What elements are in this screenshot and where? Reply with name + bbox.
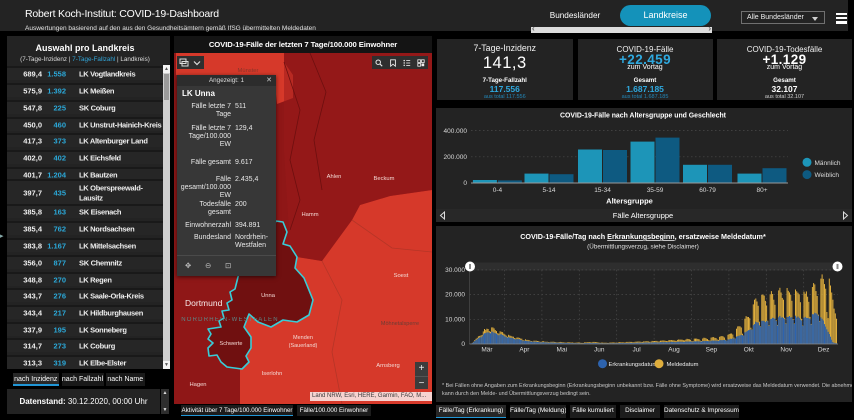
svg-text:Meldedatum: Meldedatum: [667, 362, 699, 368]
svg-text:Männlich: Männlich: [815, 160, 841, 167]
svg-text:400.000: 400.000: [444, 128, 468, 135]
svg-text:80+: 80+: [756, 187, 767, 194]
svg-text:Beckum: Beckum: [374, 176, 395, 182]
svg-text:(Übermittlungsverzug, siehe Di: (Übermittlungsverzug, siehe Disclaimer): [587, 243, 699, 251]
svg-text:Jul: Jul: [632, 347, 641, 354]
svg-text:Möhnetalsperre: Möhnetalsperre: [381, 321, 419, 327]
svg-text:Iserlohn: Iserlohn: [262, 371, 283, 377]
svg-text:Dez: Dez: [818, 347, 830, 354]
svg-text:Hamm: Hamm: [301, 212, 318, 218]
svg-text:Münster: Münster: [238, 68, 259, 74]
svg-text:COVID-19-Fälle nach Altersgrup: COVID-19-Fälle nach Altersgruppe und Ges…: [560, 113, 727, 120]
svg-text:0-4: 0-4: [493, 187, 503, 194]
svg-text:60-79: 60-79: [699, 187, 716, 194]
svg-text:Ahlen: Ahlen: [327, 174, 342, 180]
svg-text:20.000: 20.000: [445, 292, 465, 299]
svg-text:Aug: Aug: [668, 347, 680, 354]
svg-text:Fälle Altersgruppe: Fälle Altersgruppe: [613, 211, 673, 220]
svg-text:Apr: Apr: [519, 347, 530, 354]
svg-text:Soest: Soest: [394, 273, 409, 279]
svg-text:kann durch den Melde- und Über: kann durch den Melde- und Übermittlungsv…: [442, 390, 591, 397]
svg-text:Unna: Unna: [261, 293, 276, 299]
svg-text:Weiblich: Weiblich: [815, 172, 840, 179]
svg-text:10.000: 10.000: [445, 316, 465, 323]
svg-text:Jun: Jun: [594, 347, 605, 354]
svg-text:Okt: Okt: [744, 347, 754, 354]
svg-text:Altersgruppe: Altersgruppe: [606, 197, 653, 206]
svg-text:0: 0: [463, 180, 467, 187]
svg-text:Sep: Sep: [706, 347, 718, 354]
svg-text:COVID-19-Fälle/Tag nach Erkran: COVID-19-Fälle/Tag nach Erkrankungsbegin…: [520, 232, 766, 241]
svg-text:Mär: Mär: [481, 347, 493, 354]
svg-text:(Sauerland): (Sauerland): [289, 343, 318, 349]
svg-text:Nov: Nov: [780, 347, 792, 354]
svg-text:Menden: Menden: [293, 335, 313, 341]
svg-text:5-14: 5-14: [542, 187, 555, 194]
svg-text:Arnsberg: Arnsberg: [376, 363, 400, 369]
svg-text:0: 0: [461, 341, 465, 348]
svg-text:35-59: 35-59: [647, 187, 664, 194]
svg-text:15-34: 15-34: [594, 187, 611, 194]
svg-text:30.000: 30.000: [445, 267, 465, 274]
svg-text:NORDRHEIN-WESTFALEN: NORDRHEIN-WESTFALEN: [181, 317, 278, 323]
svg-text:Hagen: Hagen: [189, 382, 206, 388]
svg-text:200.000: 200.000: [444, 154, 468, 161]
svg-text:Dortmund: Dortmund: [185, 298, 223, 308]
svg-text:Erkrankungsdatum: Erkrankungsdatum: [609, 362, 658, 368]
svg-text:* Bei Fällen ohne Angaben zum: * Bei Fällen ohne Angaben zum Erkrankung…: [442, 383, 852, 389]
svg-text:Mai: Mai: [557, 347, 567, 354]
svg-text:Schwerte: Schwerte: [220, 341, 243, 347]
